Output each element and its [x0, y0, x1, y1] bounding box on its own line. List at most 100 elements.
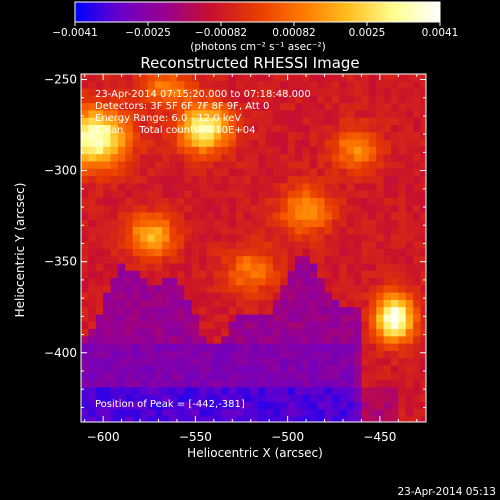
heatmap-cell: [368, 190, 377, 199]
heatmap-cell: [169, 176, 178, 184]
heatmap-cell: [302, 74, 311, 82]
heatmap-cell: [258, 154, 267, 163]
heatmap-cell: [221, 416, 230, 422]
footer-timestamp: 23-Apr-2014 05:13: [397, 486, 496, 498]
heatmap-cell: [235, 321, 244, 330]
heatmap-cell: [324, 307, 333, 316]
heatmap-cell: [361, 285, 370, 294]
heatmap-cell: [390, 263, 399, 272]
heatmap-cell: [117, 350, 126, 359]
heatmap-cell: [162, 197, 171, 206]
heatmap-cell: [331, 103, 340, 112]
annotation-energy-range: Energy Range: 6.0 - 12.0 keV: [95, 113, 241, 124]
heatmap-cell: [361, 219, 370, 228]
heatmap-cell: [250, 307, 259, 316]
heatmap-cell: [140, 314, 149, 323]
heatmap-cell: [339, 81, 348, 90]
heatmap-cell: [295, 197, 303, 206]
heatmap-cell: [258, 132, 267, 141]
heatmap-cell: [413, 278, 422, 286]
x-tick-label: −550: [179, 430, 212, 444]
heatmap-cell: [265, 212, 274, 221]
heatmap-cell: [302, 183, 311, 192]
heatmap-cell: [302, 95, 311, 104]
heatmap-cell: [147, 205, 156, 214]
heatmap-cell: [103, 292, 112, 301]
heatmap-cell: [132, 110, 141, 119]
heatmap-cell: [354, 292, 363, 301]
heatmap-cell: [280, 88, 289, 97]
heatmap-cell: [295, 336, 303, 345]
heatmap-cell: [258, 146, 267, 155]
heatmap-cell: [199, 117, 208, 126]
heatmap-cell: [405, 241, 414, 250]
heatmap-cell: [339, 380, 348, 388]
heatmap-cell: [154, 212, 163, 221]
heatmap-cell: [176, 161, 185, 170]
heatmap-cell: [95, 205, 104, 214]
heatmap-cell: [398, 88, 407, 97]
heatmap-cell: [265, 314, 274, 323]
heatmap-cell: [213, 227, 222, 235]
heatmap-cell: [354, 103, 363, 112]
heatmap-cell: [243, 256, 252, 265]
heatmap-cell: [258, 372, 267, 381]
heatmap-cell: [383, 161, 392, 170]
heatmap-cell: [346, 278, 355, 286]
heatmap-cell: [361, 110, 370, 119]
heatmap-cell: [162, 314, 171, 323]
heatmap-cell: [235, 176, 244, 184]
heatmap-cell: [88, 343, 97, 352]
heatmap-cell: [346, 292, 355, 301]
heatmap-cell: [324, 380, 333, 388]
heatmap-cell: [287, 176, 296, 184]
heatmap-cell: [309, 190, 318, 199]
heatmap-cell: [147, 81, 156, 90]
heatmap-cell: [81, 176, 89, 184]
heatmap-cell: [324, 409, 333, 418]
heatmap-cell: [331, 88, 340, 97]
heatmap-cell: [376, 321, 385, 330]
heatmap-cell: [339, 227, 348, 235]
heatmap-cell: [176, 117, 185, 126]
heatmap-cell: [287, 168, 296, 177]
heatmap-cell: [110, 146, 119, 155]
heatmap-cell: [147, 350, 156, 359]
heatmap-cell: [280, 183, 289, 192]
heatmap-cell: [140, 292, 149, 301]
heatmap-cell: [368, 358, 377, 367]
heatmap-cell: [199, 212, 208, 221]
heatmap-cell: [228, 278, 237, 286]
heatmap-cell: [302, 103, 311, 112]
heatmap-cell: [162, 336, 171, 345]
heatmap-cell: [258, 234, 267, 243]
heatmap-cell: [176, 387, 185, 396]
heatmap-cell: [206, 88, 215, 97]
heatmap-cell: [420, 358, 426, 367]
heatmap-cell: [154, 227, 163, 235]
heatmap-cell: [140, 74, 149, 82]
heatmap-cell: [206, 350, 215, 359]
heatmap-cell: [162, 285, 171, 294]
heatmap-cell: [361, 117, 370, 126]
heatmap-cell: [272, 263, 281, 272]
heatmap-cell: [147, 227, 156, 235]
heatmap-cell: [376, 146, 385, 155]
heatmap-cell: [413, 336, 422, 345]
heatmap-cell: [191, 270, 200, 279]
heatmap-cell: [132, 263, 141, 272]
heatmap-cell: [243, 278, 252, 286]
heatmap-cell: [339, 132, 348, 141]
heatmap-cell: [206, 197, 215, 206]
heatmap-cell: [184, 241, 193, 250]
heatmap-cell: [376, 110, 385, 119]
heatmap-cell: [302, 365, 311, 374]
heatmap-cell: [405, 372, 414, 381]
heatmap-cell: [250, 350, 259, 359]
heatmap-cell: [280, 314, 289, 323]
heatmap-cell: [287, 132, 296, 141]
heatmap-cell: [405, 358, 414, 367]
heatmap-cell: [147, 343, 156, 352]
heatmap-cell: [162, 234, 171, 243]
heatmap-cell: [390, 278, 399, 286]
